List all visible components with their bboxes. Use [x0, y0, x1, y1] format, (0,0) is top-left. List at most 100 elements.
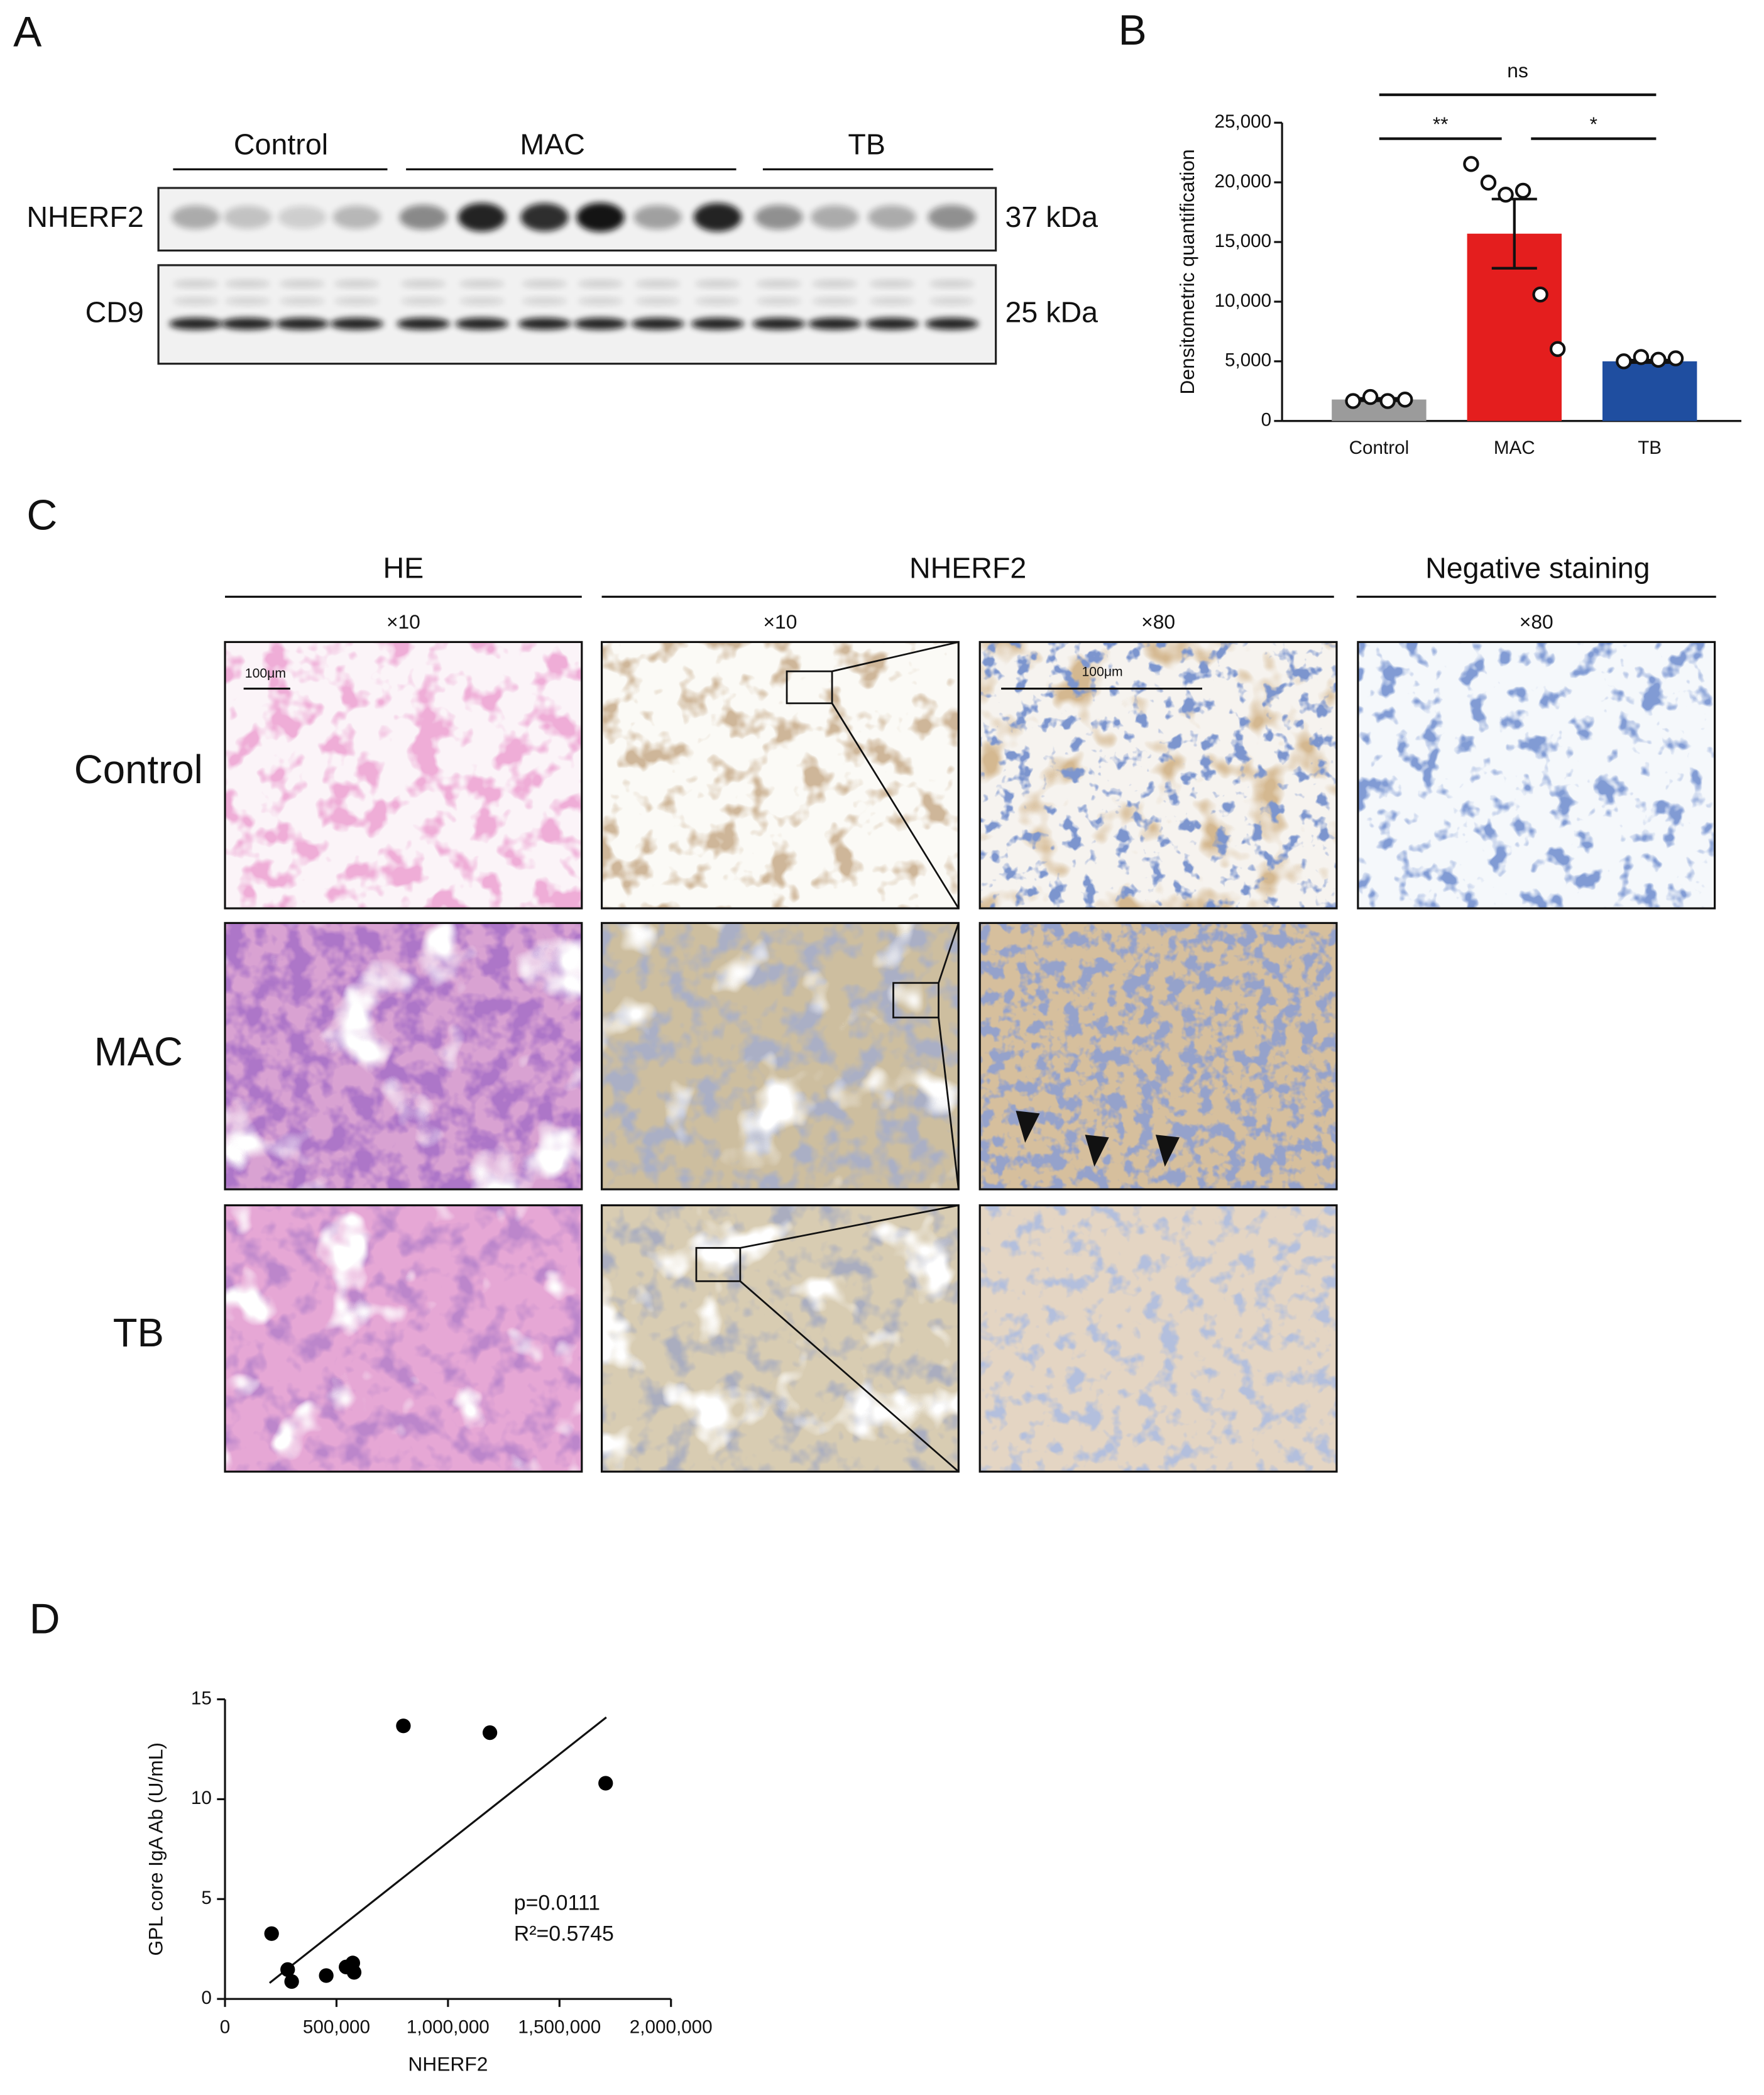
- y-tick-label: 5,000: [1225, 350, 1271, 371]
- band: [457, 202, 507, 232]
- micrograph-frame: [224, 1204, 583, 1473]
- y-tick-label: 25,000: [1214, 111, 1271, 132]
- band: [635, 297, 681, 305]
- band: [925, 317, 979, 330]
- micrograph-texture: [225, 642, 582, 909]
- row-label: Control: [74, 747, 203, 792]
- band: [811, 205, 859, 229]
- magnification: ×80: [1520, 610, 1553, 633]
- arrowhead: [1016, 1111, 1040, 1143]
- micrograph-texture: [980, 1205, 1337, 1472]
- zoom-connector: [938, 1017, 960, 1190]
- x-tick-label: 2,000,000: [630, 2017, 713, 2038]
- y-axis-title: GPL core IgA Ab (U/mL): [144, 1742, 167, 1956]
- magnification: ×80: [1141, 610, 1175, 633]
- y-tick-label: 15: [191, 1688, 212, 1708]
- band: [929, 280, 975, 288]
- band: [694, 297, 740, 305]
- panel-letter: C: [26, 492, 57, 539]
- band: [172, 205, 220, 229]
- band: [755, 205, 803, 230]
- band: [279, 280, 325, 288]
- bar: [1602, 361, 1697, 421]
- micrograph-texture: [1357, 642, 1715, 909]
- band: [522, 280, 567, 288]
- band: [225, 297, 271, 305]
- blot-label: CD9: [85, 296, 144, 329]
- blot-size: 37 kDa: [1005, 201, 1098, 233]
- band: [869, 297, 915, 305]
- data-point: [1532, 286, 1548, 303]
- data-point: [319, 1968, 334, 1983]
- fit-line: [269, 1716, 607, 1984]
- zoom-connector: [740, 1204, 959, 1249]
- micrograph-frame: [224, 921, 583, 1190]
- zoom-box: [695, 1246, 742, 1282]
- micrograph-texture: [225, 923, 582, 1190]
- micrograph-texture: [601, 1205, 959, 1472]
- magnification: ×10: [763, 610, 797, 633]
- zoom-connector: [831, 641, 959, 673]
- group-label: TB: [848, 128, 885, 161]
- band: [518, 317, 571, 330]
- band: [275, 317, 329, 330]
- x-tick-label: 1,500,000: [518, 2017, 601, 2038]
- band: [459, 297, 505, 305]
- band: [223, 206, 272, 229]
- stat-annotation: p=0.0111: [514, 1891, 600, 1915]
- zoom-connector: [938, 922, 960, 984]
- data-point: [1633, 349, 1650, 365]
- y-tick-label: 0: [201, 1988, 212, 2008]
- data-point: [1362, 388, 1379, 405]
- x-tick-label: Control: [1349, 437, 1410, 458]
- significance-label: **: [1433, 113, 1449, 135]
- band: [578, 297, 623, 305]
- x-tick-label: 1,000,000: [407, 2017, 490, 2038]
- data-point: [264, 1926, 279, 1941]
- band: [459, 280, 505, 288]
- data-point: [1498, 186, 1514, 203]
- magnification: ×10: [386, 610, 420, 633]
- blot-label: NHERF2: [26, 201, 143, 233]
- data-point: [1480, 174, 1497, 191]
- zoom-box: [786, 670, 833, 705]
- micrograph-frame: [1357, 641, 1716, 910]
- data-point: [1463, 156, 1479, 172]
- band: [694, 280, 740, 288]
- zoom-connector: [739, 1280, 960, 1473]
- band: [868, 205, 916, 229]
- band: [691, 317, 745, 330]
- data-point: [346, 1965, 362, 1980]
- band: [574, 317, 627, 330]
- column-header: Negative staining: [1425, 551, 1650, 584]
- data-point: [1650, 351, 1667, 368]
- band: [169, 317, 222, 330]
- data-point: [1616, 353, 1632, 370]
- row-label: TB: [113, 1311, 164, 1355]
- band: [173, 297, 219, 305]
- blot-size: 25 kDa: [1005, 296, 1098, 329]
- y-tick-label: 10,000: [1214, 290, 1271, 311]
- x-tick-label: 500,000: [303, 2017, 370, 2038]
- y-tick-label: 15,000: [1214, 231, 1271, 251]
- band: [334, 280, 380, 288]
- band: [278, 206, 327, 229]
- data-point: [1345, 393, 1361, 409]
- micrograph-frame: [600, 921, 960, 1190]
- x-tick-label: 0: [220, 2017, 230, 2038]
- band: [279, 297, 325, 305]
- data-point: [284, 1974, 299, 1989]
- micrograph-frame: [978, 1204, 1338, 1473]
- band: [330, 317, 384, 330]
- band: [869, 280, 915, 288]
- y-tick-label: 5: [201, 1888, 212, 1908]
- band: [635, 280, 681, 288]
- band: [865, 317, 919, 330]
- data-point: [1379, 393, 1396, 409]
- x-tick-label: MAC: [1494, 437, 1535, 458]
- column-header: HE: [383, 551, 424, 584]
- band: [812, 280, 858, 288]
